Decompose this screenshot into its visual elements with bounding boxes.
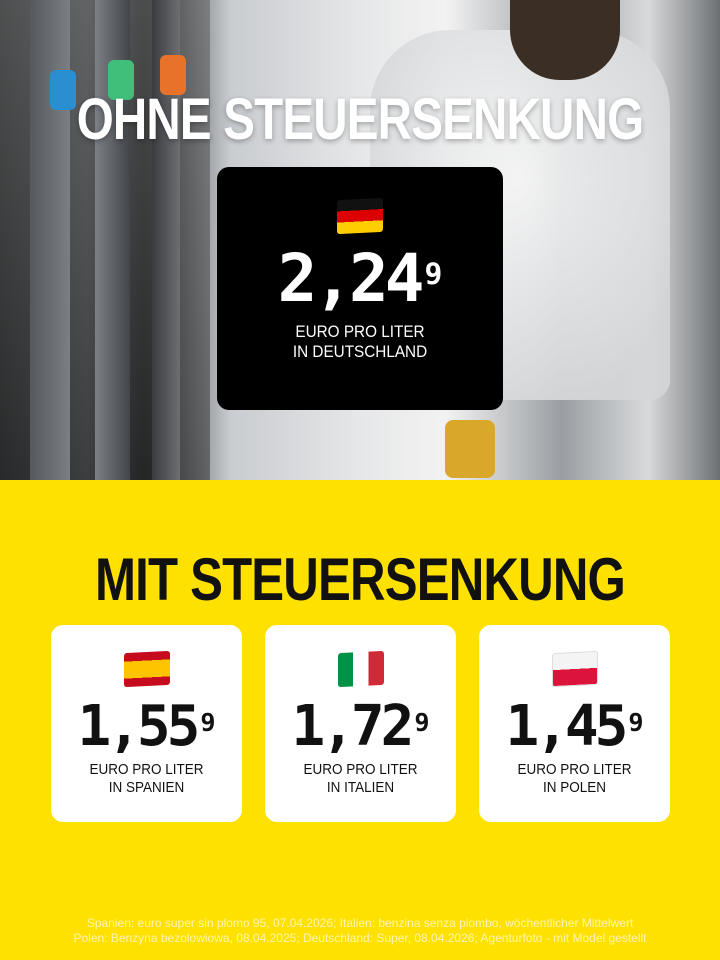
- poland-unit: EURO PRO LITER: [517, 761, 632, 778]
- poland-country: IN POLEN: [542, 779, 607, 796]
- flag-poland-icon: [551, 650, 598, 688]
- poland-price: 1,45 9: [505, 694, 644, 759]
- germany-country: IN DEUTSCHLAND: [292, 342, 428, 361]
- flag-spain-icon: [123, 650, 170, 688]
- footnote-line-1: Spanien: euro super sin plomo 95, 07.04.…: [86, 916, 634, 930]
- flag-germany-icon: [337, 197, 383, 235]
- spain-unit: EURO PRO LITER: [89, 761, 204, 778]
- germany-price: 2,24 9: [277, 240, 443, 317]
- title-without-tax-cut: OHNE STEUERSENKUNG: [76, 87, 644, 152]
- flag-italy-icon: [337, 650, 384, 688]
- spain-price: 1,55 9: [77, 694, 216, 759]
- germany-unit: EURO PRO LITER: [295, 322, 425, 341]
- spain-price-card: 1,55 9 EURO PRO LITER IN SPANIEN: [51, 625, 242, 822]
- italy-country: IN ITALIEN: [326, 779, 395, 796]
- germany-price-card: 2,24 9 EURO PRO LITER IN DEUTSCHLAND: [217, 167, 503, 410]
- italy-price-card: 1,72 9 EURO PRO LITER IN ITALIEN: [265, 625, 456, 822]
- poland-price-card: 1,45 9 EURO PRO LITER IN POLEN: [479, 625, 670, 822]
- footnote-line-2: Polen: Benzyna bezolowiowa, 08.04.2025; …: [73, 931, 647, 945]
- title-with-tax-cut: MIT STEUERSENKUNG: [94, 546, 626, 613]
- italy-unit: EURO PRO LITER: [303, 761, 418, 778]
- spain-country: IN SPANIEN: [108, 779, 185, 796]
- italy-price: 1,72 9: [291, 694, 430, 759]
- source-footnote: Spanien: euro super sin plomo 95, 07.04.…: [0, 916, 720, 946]
